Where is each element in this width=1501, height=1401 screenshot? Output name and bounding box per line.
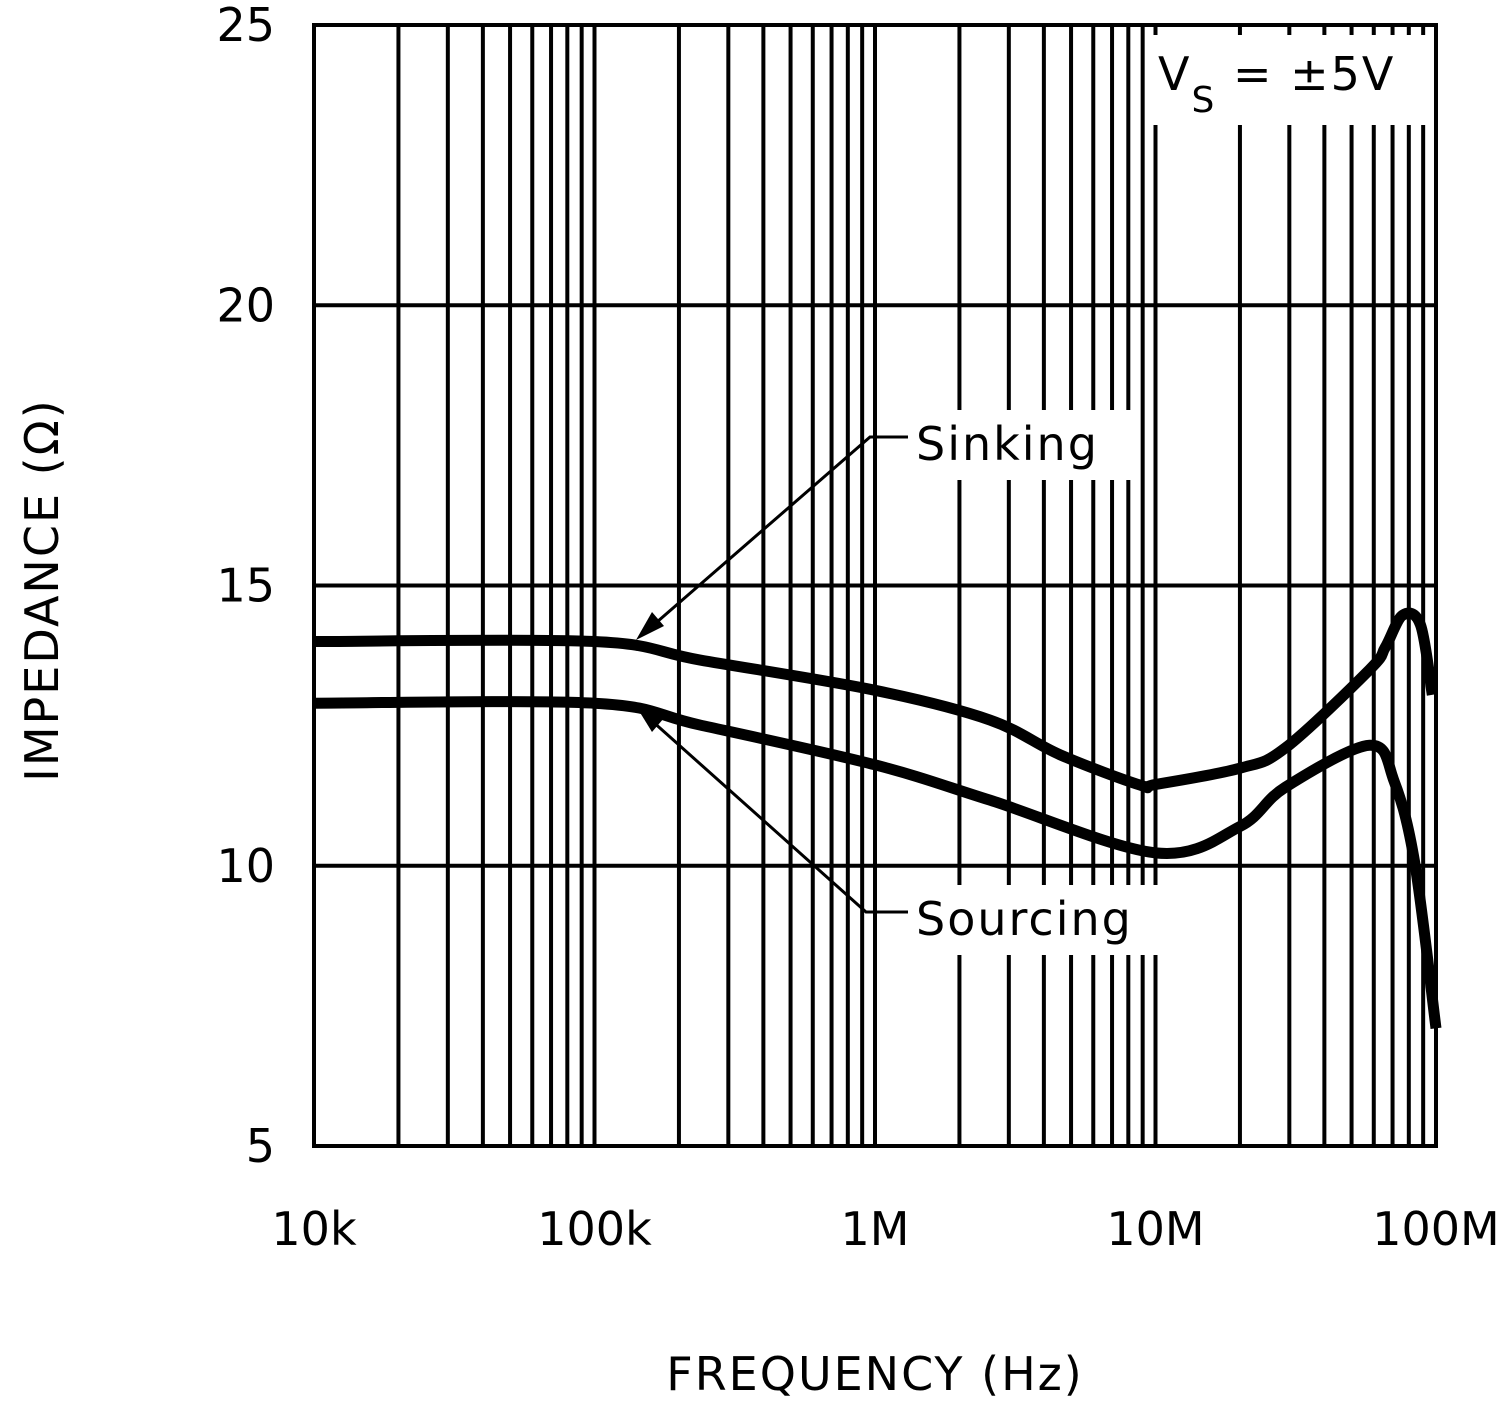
x-tick-label: 10k (271, 1202, 357, 1256)
condition-label-bg (1150, 35, 1432, 125)
sinking-label-bg (908, 410, 1140, 480)
sourcing-label: Sourcing (916, 892, 1133, 946)
sinking-label: Sinking (916, 417, 1099, 471)
sinking-arrowhead (636, 612, 664, 640)
x-tick-label: 100M (1372, 1202, 1500, 1256)
y-tick-label: 10 (216, 839, 275, 893)
x-axis-label: FREQUENCY (Hz) (666, 1347, 1084, 1401)
condition-label: VS = ±5V (1158, 47, 1395, 121)
series-line-sinking (313, 607, 1438, 794)
sourcing-label-bg (908, 885, 1170, 955)
curves (313, 607, 1442, 1030)
sinking-arrow (641, 435, 908, 637)
x-tick-label: 1M (841, 1202, 910, 1256)
tick-labels: 10k 100k 1M 10M 100M 5 10 15 20 25 (216, 0, 1499, 1256)
sourcing-arrowhead (636, 706, 664, 732)
y-tick-label: 15 (216, 559, 275, 613)
x-tick-label: 100k (537, 1202, 652, 1256)
y-tick-label: 25 (216, 0, 275, 52)
series-line-sourcing (313, 696, 1442, 1030)
y-tick-label: 20 (216, 278, 275, 332)
grid (312, 23, 1436, 1148)
sourcing-arrow (641, 710, 908, 914)
y-axis-label: IMPEDANCE (Ω) (15, 398, 69, 781)
y-tick-label: 5 (246, 1119, 275, 1173)
x-tick-label: 10M (1106, 1202, 1204, 1256)
plot-frame (312, 23, 1438, 1148)
